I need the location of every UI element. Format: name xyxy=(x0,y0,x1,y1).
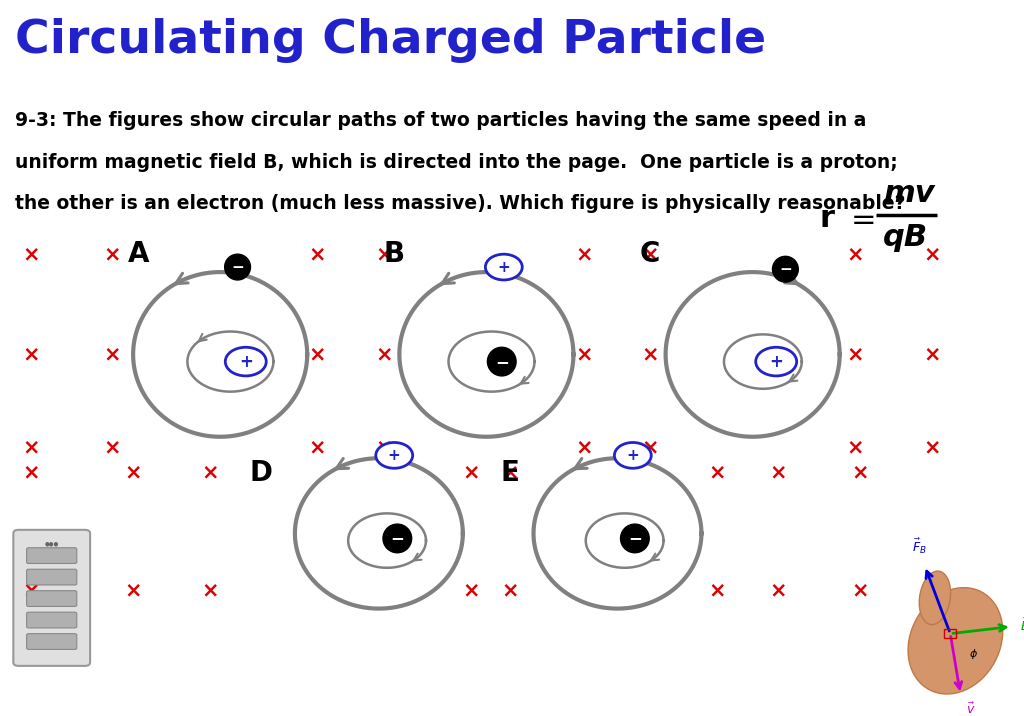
Ellipse shape xyxy=(224,254,251,280)
Text: Circulating Charged Particle: Circulating Charged Particle xyxy=(15,18,767,63)
FancyBboxPatch shape xyxy=(13,530,90,666)
Text: $\vec{F}_B$: $\vec{F}_B$ xyxy=(912,537,927,556)
FancyBboxPatch shape xyxy=(27,634,77,649)
Text: $\vec{B}$: $\vec{B}$ xyxy=(1020,616,1024,634)
Text: +: + xyxy=(769,352,783,371)
Text: +: + xyxy=(239,352,253,371)
Text: D: D xyxy=(250,458,272,487)
FancyBboxPatch shape xyxy=(27,591,77,606)
FancyBboxPatch shape xyxy=(27,548,77,563)
Text: ×: × xyxy=(641,437,659,458)
Text: uniform magnetic field B, which is directed into the page.  One particle is a pr: uniform magnetic field B, which is direc… xyxy=(15,153,898,172)
Circle shape xyxy=(225,347,266,376)
Text: +: + xyxy=(388,448,400,463)
Text: −: − xyxy=(390,529,404,548)
Circle shape xyxy=(614,442,651,468)
Text: ×: × xyxy=(846,437,864,458)
Ellipse shape xyxy=(920,571,950,624)
Text: ×: × xyxy=(103,344,122,364)
Text: ×: × xyxy=(22,463,40,483)
Text: ×: × xyxy=(769,463,787,483)
Text: ×: × xyxy=(462,463,480,483)
Text: ×: × xyxy=(641,344,659,364)
Text: ×: × xyxy=(308,244,327,264)
Text: A: A xyxy=(128,240,148,268)
Text: −: − xyxy=(495,352,509,371)
Text: ×: × xyxy=(308,344,327,364)
Text: −: − xyxy=(628,529,642,548)
FancyBboxPatch shape xyxy=(27,612,77,628)
Text: +: + xyxy=(627,448,639,463)
Text: ×: × xyxy=(103,437,122,458)
Text: qB: qB xyxy=(883,223,928,252)
Text: ×: × xyxy=(22,244,40,264)
Text: the other is an electron (much less massive). Which figure is physically reasona: the other is an electron (much less mass… xyxy=(15,194,906,213)
Text: +: + xyxy=(498,260,510,274)
Circle shape xyxy=(756,347,797,376)
Text: ×: × xyxy=(124,581,142,601)
Text: C: C xyxy=(640,240,660,268)
Ellipse shape xyxy=(487,347,516,376)
Circle shape xyxy=(376,442,413,468)
Text: ×: × xyxy=(22,344,40,364)
Ellipse shape xyxy=(908,588,1002,694)
Text: −: − xyxy=(231,260,244,274)
Ellipse shape xyxy=(383,524,412,553)
Text: −: − xyxy=(779,262,792,276)
Text: ×: × xyxy=(851,581,869,601)
Text: ×: × xyxy=(124,463,142,483)
Text: ×: × xyxy=(846,244,864,264)
Text: ×: × xyxy=(574,437,593,458)
Text: ×: × xyxy=(308,437,327,458)
Text: ×: × xyxy=(574,244,593,264)
Text: ×: × xyxy=(201,463,219,483)
Text: ×: × xyxy=(846,344,864,364)
Text: ×: × xyxy=(22,581,40,601)
Text: ×: × xyxy=(501,581,519,601)
Text: ×: × xyxy=(375,344,393,364)
Text: ×: × xyxy=(923,244,941,264)
Text: E: E xyxy=(501,458,519,487)
Text: $\mathbf{r}$: $\mathbf{r}$ xyxy=(819,204,836,233)
Text: ×: × xyxy=(501,463,519,483)
Text: ●●●: ●●● xyxy=(45,542,58,546)
Text: ×: × xyxy=(375,437,393,458)
Circle shape xyxy=(485,254,522,280)
Text: ×: × xyxy=(708,581,726,601)
Text: ×: × xyxy=(641,244,659,264)
Text: ×: × xyxy=(708,463,726,483)
Text: ×: × xyxy=(574,344,593,364)
Text: $\vec{v}$: $\vec{v}$ xyxy=(966,702,975,716)
Text: ×: × xyxy=(103,244,122,264)
Text: ×: × xyxy=(22,437,40,458)
Ellipse shape xyxy=(621,524,649,553)
Text: ×: × xyxy=(851,463,869,483)
Ellipse shape xyxy=(772,256,799,282)
Text: ×: × xyxy=(375,244,393,264)
Text: ×: × xyxy=(462,581,480,601)
Text: B: B xyxy=(384,240,404,268)
Text: 9-3: The figures show circular paths of two particles having the same speed in a: 9-3: The figures show circular paths of … xyxy=(15,111,866,130)
Text: ×: × xyxy=(923,437,941,458)
Text: ×: × xyxy=(201,581,219,601)
Bar xyxy=(944,629,956,638)
Text: ×: × xyxy=(923,344,941,364)
Text: ×: × xyxy=(769,581,787,601)
FancyBboxPatch shape xyxy=(27,569,77,585)
Text: mv: mv xyxy=(883,179,934,208)
Text: $=$: $=$ xyxy=(845,204,876,233)
Text: $\phi$: $\phi$ xyxy=(969,647,978,661)
